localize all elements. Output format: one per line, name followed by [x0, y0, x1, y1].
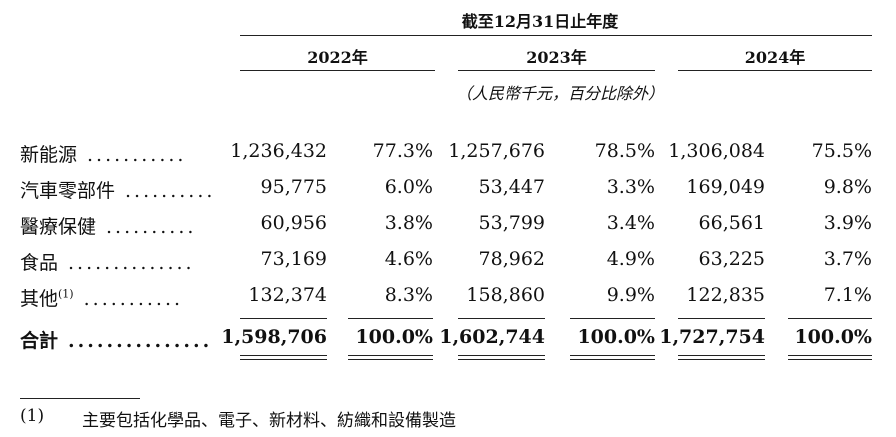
table-row-amount-2024: 122,835 — [686, 284, 765, 306]
table-row-pct-2024: 3.9% — [823, 212, 872, 234]
total-rule — [458, 359, 545, 360]
year-underline-2023 — [458, 70, 655, 71]
dot-leader: .......... — [125, 180, 216, 202]
period-header: 截至12月31日止年度 — [461, 12, 619, 31]
table-row-pct-2024: 7.1% — [823, 284, 872, 306]
total-rule — [240, 355, 327, 356]
total-row-pct-2023: 100.0% — [577, 326, 655, 348]
total-rule — [240, 359, 327, 360]
table-row-label: 醫療保健.......... — [20, 212, 196, 239]
total-row-amount-2022: 1,598,706 — [221, 326, 327, 348]
total-row-label: 合計............... — [20, 326, 212, 353]
footnote-marker: (1) — [20, 406, 45, 426]
total-rule — [458, 355, 545, 356]
table-row-amount-2023: 53,799 — [478, 212, 545, 234]
year-header-2023: 2023年 — [526, 48, 587, 67]
total-rule — [570, 359, 655, 360]
table-row-amount-2022: 95,775 — [260, 176, 327, 198]
dot-leader: ............... — [68, 330, 213, 352]
total-rule — [348, 355, 433, 356]
total-rule — [788, 355, 872, 356]
row-label-text: 其他 — [20, 288, 59, 310]
table-row-pct-2023: 3.3% — [606, 176, 655, 198]
table-row-amount-2023: 78,962 — [478, 248, 545, 270]
row-label-text: 新能源 — [20, 144, 78, 166]
total-rule — [348, 359, 433, 360]
total-rule — [788, 359, 872, 360]
year-header-2022: 2022年 — [307, 48, 368, 67]
table-row-amount-2024: 169,049 — [686, 176, 765, 198]
table-row-amount-2024: 63,225 — [698, 248, 765, 270]
year-underline-2022 — [240, 70, 435, 71]
table-row-pct-2024: 3.7% — [823, 248, 872, 270]
table-row-label: 新能源........... — [20, 140, 186, 167]
year-header-2024: 2024年 — [744, 48, 806, 67]
total-rule — [570, 355, 655, 356]
dot-leader: ........... — [87, 144, 187, 166]
year-underline-2024 — [678, 70, 872, 71]
row-label-text: 合計 — [20, 330, 59, 352]
total-row-pct-2024: 100.0% — [794, 326, 872, 348]
table-row-amount-2024: 66,561 — [698, 212, 765, 234]
table-row-label: 汽車零部件.......... — [20, 176, 215, 203]
footnote-text: 主要包括化學品、電子、新材料、紡織和設備製造 — [82, 411, 456, 431]
total-row-amount-2024: 1,727,754 — [659, 326, 765, 348]
footnote-divider — [20, 398, 140, 399]
table-row-pct-2022: 77.3% — [372, 140, 433, 162]
table-row-label: 其他(1)........... — [20, 284, 183, 311]
row-label-text: 醫療保健 — [20, 216, 97, 238]
total-rule — [678, 355, 765, 356]
table-row-amount-2023: 53,447 — [478, 176, 545, 198]
table-row-amount-2022: 132,374 — [248, 284, 327, 306]
total-rule — [678, 359, 765, 360]
table-row-amount-2023: 1,257,676 — [448, 140, 545, 162]
period-underline — [240, 35, 872, 36]
table-row-pct-2024: 9.8% — [823, 176, 872, 198]
total-rule — [458, 318, 545, 319]
table-row-pct-2023: 4.9% — [606, 248, 655, 270]
total-rule — [678, 318, 765, 319]
row-label-text: 汽車零部件 — [20, 180, 116, 202]
total-rule — [570, 318, 655, 319]
total-rule — [788, 318, 872, 319]
total-row-amount-2023: 1,602,744 — [439, 326, 545, 348]
table-row-label: 食品.............. — [20, 248, 195, 275]
dot-leader: .............. — [68, 252, 195, 274]
total-rule — [240, 318, 327, 319]
table-row-pct-2023: 78.5% — [594, 140, 655, 162]
footnote-ref: (1) — [58, 287, 74, 301]
dot-leader: .......... — [106, 216, 197, 238]
table-row-amount-2022: 1,236,432 — [230, 140, 327, 162]
dot-leader: ........... — [83, 288, 184, 310]
table-row-pct-2023: 3.4% — [606, 212, 655, 234]
unit-note: （人民幣千元，百分比除外） — [455, 84, 664, 103]
table-row-pct-2024: 75.5% — [811, 140, 872, 162]
table-row-pct-2022: 8.3% — [384, 284, 433, 306]
table-row-pct-2022: 6.0% — [384, 176, 433, 198]
total-row-pct-2022: 100.0% — [355, 326, 433, 348]
table-row-pct-2022: 3.8% — [384, 212, 433, 234]
table-row-amount-2022: 73,169 — [260, 248, 327, 270]
table-row-pct-2022: 4.6% — [384, 248, 433, 270]
row-label-text: 食品 — [20, 252, 59, 274]
total-rule — [348, 318, 433, 319]
table-row-pct-2023: 9.9% — [606, 284, 655, 306]
table-row-amount-2024: 1,306,084 — [668, 140, 765, 162]
table-row-amount-2022: 60,956 — [260, 212, 327, 234]
table-row-amount-2023: 158,860 — [466, 284, 545, 306]
